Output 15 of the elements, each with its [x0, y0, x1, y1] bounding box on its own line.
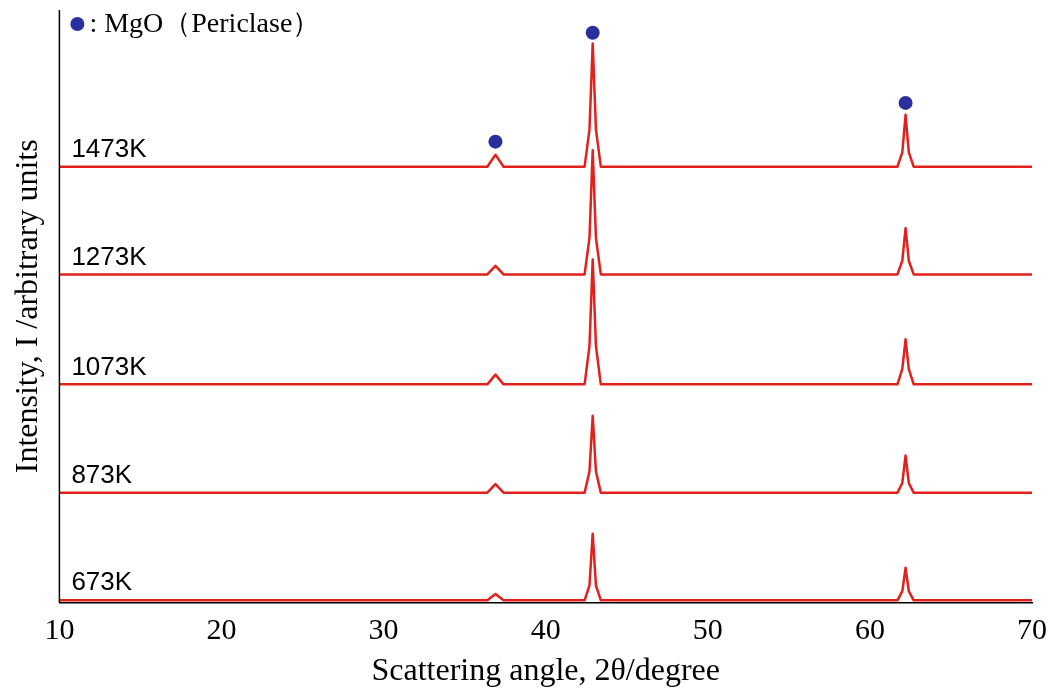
x-tick-label: 10: [44, 612, 75, 646]
series-label: 1273K: [71, 240, 148, 271]
series-label: 1473K: [71, 132, 148, 163]
series-label: 873K: [71, 458, 133, 489]
x-tick-label: 60: [854, 612, 885, 646]
x-tick-label: 70: [1017, 612, 1047, 646]
x-tick-label: 30: [368, 612, 399, 646]
y-axis-title: Intensity, I /arbitrary units: [7, 139, 44, 474]
series-label: 673K: [71, 566, 133, 597]
series-label: 1073K: [71, 350, 148, 381]
x-tick-label: 20: [206, 612, 237, 646]
legend-label: : MgO（Periclase）: [89, 7, 321, 39]
x-tick-label: 40: [530, 612, 561, 646]
x-axis-title: Scattering angle, 2θ/degree: [371, 651, 720, 688]
x-tick-label: 50: [692, 612, 723, 646]
